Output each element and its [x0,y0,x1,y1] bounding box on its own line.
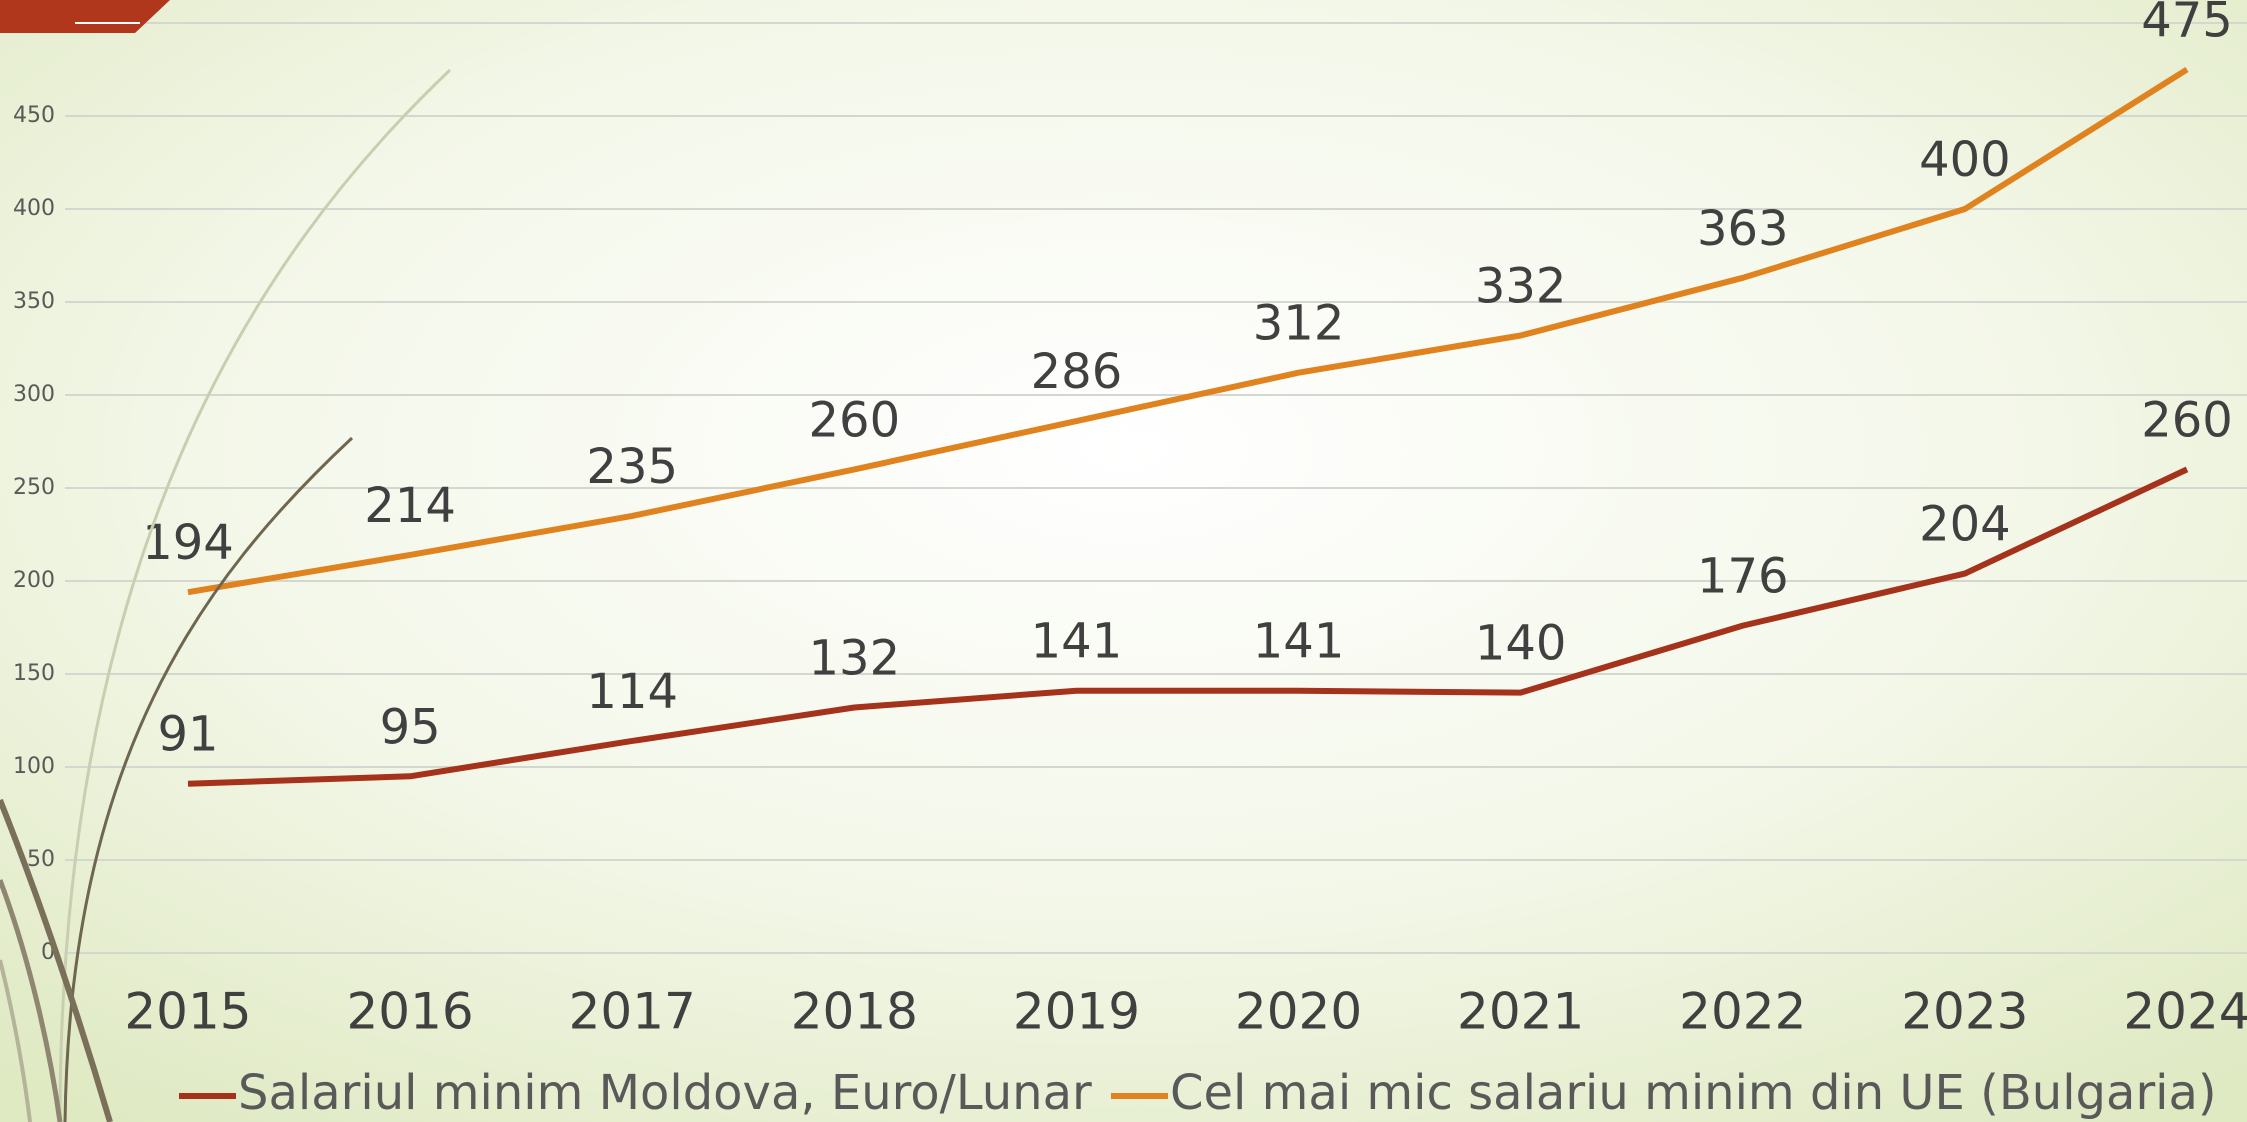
y-tick-label: 100 [13,754,55,779]
x-tick-label: 2016 [346,983,473,1041]
data-label: 204 [1919,497,2011,553]
data-label: 176 [1697,549,1789,605]
data-label: 400 [1919,132,2011,188]
y-tick-label: 200 [13,568,55,593]
x-tick-label: 2024 [2123,983,2247,1041]
data-label: 260 [2141,392,2233,448]
x-tick-label: 2015 [124,983,251,1041]
chart: 0501001502002503003504004505002015201620… [0,0,2247,1122]
y-tick-label: 400 [13,196,55,221]
x-tick-label: 2019 [1013,983,1140,1041]
y-tick-label: 50 [27,847,55,872]
data-label: 194 [142,515,234,571]
x-tick-label: 2020 [1235,983,1362,1041]
data-label: 312 [1253,296,1345,352]
data-label: 235 [586,439,678,495]
y-tick-label: 150 [13,661,55,686]
data-label: 132 [809,630,901,686]
data-label: 141 [1253,614,1345,670]
legend-label: Cel mai mic salariu minim din UE (Bulgar… [1170,1065,2217,1121]
data-label: 214 [364,478,456,534]
data-label: 363 [1697,201,1789,257]
x-tick-label: 2021 [1457,983,1584,1041]
y-tick-label: 450 [13,103,55,128]
x-tick-label: 2023 [1901,983,2028,1041]
data-label: 91 [157,707,218,763]
x-tick-label: 2018 [791,983,918,1041]
data-label: 95 [380,699,441,755]
data-label: 332 [1475,258,1567,314]
data-label: 475 [2141,0,2233,49]
data-label: 286 [1031,344,1123,400]
y-tick-label: 350 [13,289,55,314]
x-tick-label: 2017 [569,983,696,1041]
page: {"chart_data": {"type": "line", "categor… [0,0,2247,1122]
legend-label: Salariul minim Moldova, Euro/Lunar [238,1065,1092,1121]
y-tick-label: 300 [13,382,55,407]
data-label: 260 [809,392,901,448]
y-tick-label: 250 [13,475,55,500]
data-label: 141 [1031,614,1123,670]
data-label: 114 [586,664,678,720]
data-label: 140 [1475,616,1567,672]
x-tick-label: 2022 [1679,983,1806,1041]
